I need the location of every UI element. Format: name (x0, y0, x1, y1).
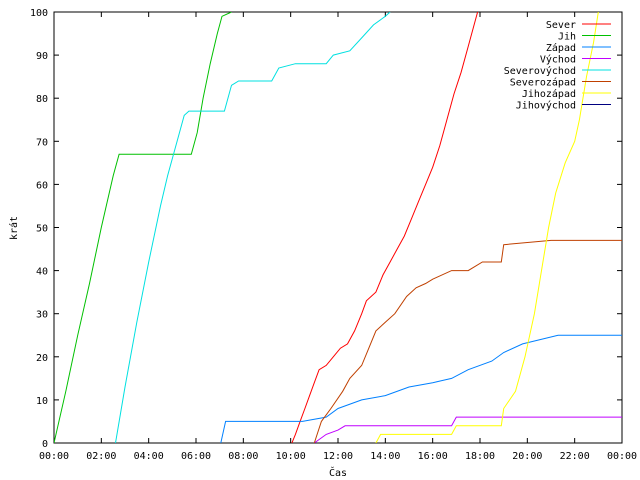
x-tick-label: 20:00 (512, 451, 542, 462)
series-line-1 (54, 12, 232, 443)
x-tick-label: 18:00 (465, 451, 495, 462)
legend: SeverJihZápadVýchodSeverovýchodSeverozáp… (504, 20, 611, 112)
legend-label: Západ (546, 42, 576, 54)
y-tick-label: 20 (36, 353, 48, 364)
x-tick-label: 06:00 (181, 451, 211, 462)
x-tick-label: 14:00 (370, 451, 400, 462)
y-tick-label: 30 (36, 310, 48, 321)
x-axis-ticks: 00:00 02:00 04:00 06:00 08:00 10:00 12:00 14:00… (39, 12, 637, 462)
series-line-6 (375, 12, 599, 443)
y-tick-label: 70 (36, 137, 48, 148)
series-line-4 (115, 12, 391, 443)
legend-label: Severovýchod (504, 65, 576, 77)
x-tick-label: 16:00 (418, 451, 448, 462)
x-axis-title: Čas (329, 466, 347, 479)
series-line-3 (314, 416, 622, 443)
y-tick-label: 100 (30, 8, 48, 19)
y-tick-label: 40 (36, 267, 48, 278)
x-tick-label: 08:00 (228, 451, 258, 462)
legend-label: Jihovýchod (516, 100, 576, 112)
legend-label: Sever (546, 20, 576, 31)
legend-label: Jihozápad (522, 88, 576, 100)
x-tick-label: 00:00 (39, 451, 69, 462)
y-tick-label: 50 (36, 224, 48, 235)
x-tick-label: 02:00 (86, 451, 116, 462)
x-tick-label: 00:00 (607, 451, 637, 462)
series-lines (54, 12, 622, 443)
series-line-5 (313, 239, 622, 443)
y-axis-ticks: 0 10 20 30 40 50 60 70 80 90 100 (30, 8, 622, 450)
x-tick-label: 12:00 (323, 451, 353, 462)
series-line-0 (291, 12, 479, 443)
legend-label: Jih (558, 32, 576, 43)
x-tick-label: 04:00 (134, 451, 164, 462)
y-axis-title: krát (8, 216, 20, 240)
y-tick-label: 10 (36, 396, 48, 407)
legend-label: Severozápad (510, 77, 576, 89)
x-tick-label: 22:00 (560, 451, 590, 462)
x-tick-label: 10:00 (276, 451, 306, 462)
y-tick-label: 0 (42, 439, 48, 450)
y-tick-label: 60 (36, 180, 48, 191)
y-tick-label: 90 (36, 51, 48, 62)
legend-label: Východ (540, 54, 576, 66)
series-line-2 (220, 334, 622, 443)
y-tick-label: 80 (36, 94, 48, 105)
